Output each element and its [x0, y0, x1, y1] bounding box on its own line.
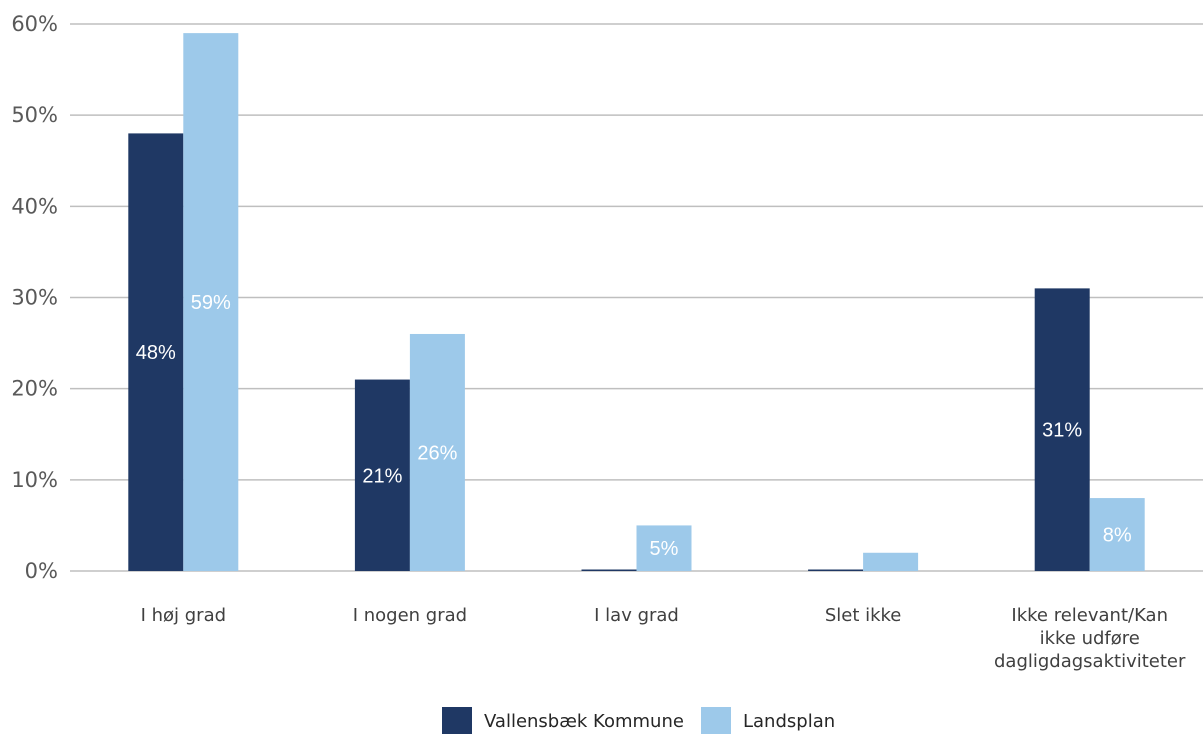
y-tick-label: 60%	[11, 12, 58, 36]
bars	[128, 33, 1145, 572]
bar-landsplan	[183, 33, 239, 572]
y-tick-label: 20%	[11, 377, 58, 401]
legend-label: Landsplan	[743, 711, 835, 732]
y-tick-label: 50%	[11, 103, 58, 127]
y-tick-label: 30%	[11, 286, 58, 310]
bar-vallensb-k-kommune	[354, 379, 410, 571]
data-label: 31%	[1042, 420, 1082, 442]
bar-vallensb-k-kommune	[1034, 288, 1090, 571]
gridlines	[70, 23, 1203, 572]
data-label: 26%	[417, 442, 457, 464]
bar-landsplan	[636, 525, 692, 571]
bar-vallensb-k-kommune	[128, 133, 184, 571]
bar-vallensb-k-kommune	[808, 569, 864, 571]
x-tick-label: Slet ikke	[825, 605, 902, 626]
legend-swatch	[442, 707, 472, 734]
data-label: 5%	[650, 538, 679, 560]
y-tick-label: 10%	[11, 468, 58, 492]
bar-vallensb-k-kommune	[581, 569, 637, 571]
data-label: 48%	[136, 342, 176, 364]
x-tick-label: dagligdagsaktiviteter	[994, 651, 1186, 672]
bar-landsplan	[409, 333, 465, 571]
x-tick-label: I lav grad	[594, 605, 679, 626]
legend-label: Vallensbæk Kommune	[484, 711, 684, 732]
data-label: 8%	[1103, 525, 1132, 547]
y-axis-ticks: 0% 10% 20% 30% 40% 50% 60%	[11, 12, 58, 583]
x-tick-label: I nogen grad	[353, 605, 467, 626]
x-tick-label: Ikke relevant/Kan	[1011, 605, 1168, 626]
legend-swatch	[701, 707, 731, 734]
y-tick-label: 40%	[11, 194, 58, 218]
data-label: 21%	[362, 465, 402, 487]
data-labels: 48% 59% 21% 26% 5% 31% 8%	[136, 292, 1132, 560]
x-tick-label: ikke udføre	[1040, 628, 1140, 649]
bar-landsplan	[863, 552, 919, 571]
bar-landsplan	[1089, 498, 1145, 571]
legend: Vallensbæk Kommune Landsplan	[442, 707, 835, 734]
x-axis-ticks: I høj grad I nogen grad I lav grad Slet ikk…	[141, 605, 1186, 672]
y-tick-label: 0%	[25, 559, 58, 583]
x-tick-label: I høj grad	[141, 605, 226, 626]
data-label: 59%	[191, 292, 231, 314]
